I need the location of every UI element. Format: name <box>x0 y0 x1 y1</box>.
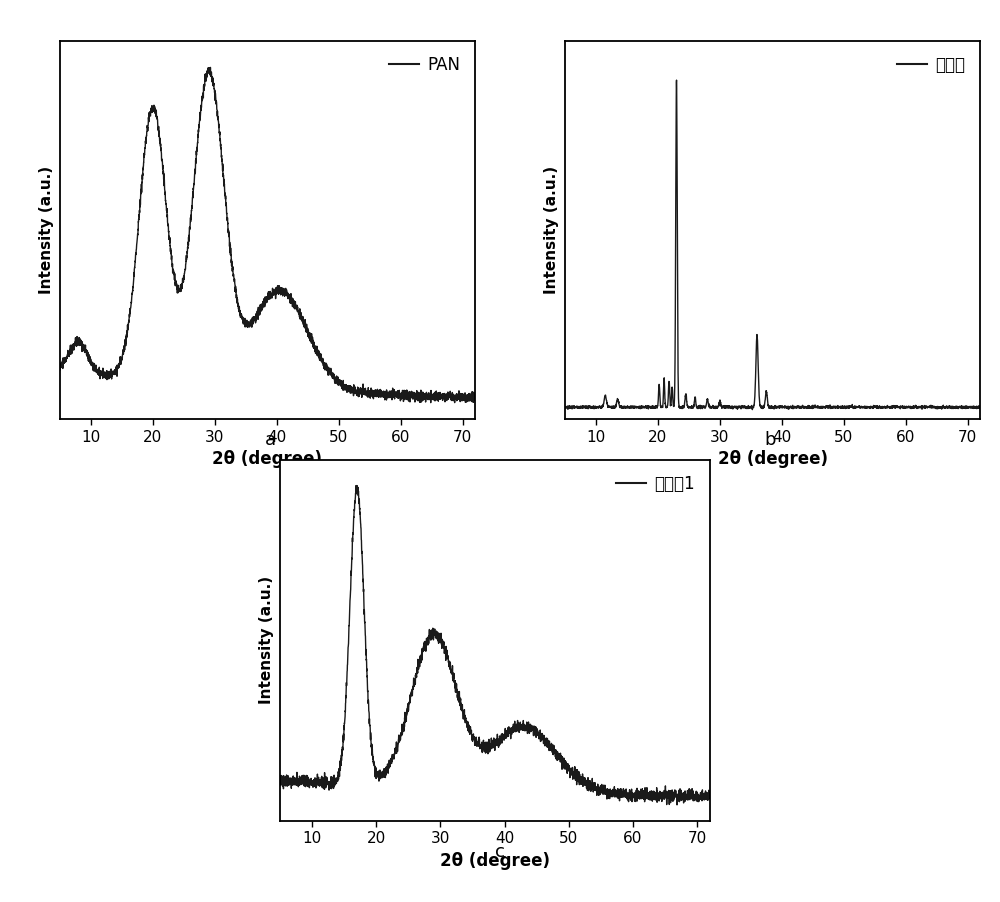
Y-axis label: Intensity (a.u.): Intensity (a.u.) <box>259 576 274 704</box>
Y-axis label: Intensity (a.u.): Intensity (a.u.) <box>544 166 559 294</box>
Legend: 乙烯脲: 乙烯脲 <box>890 49 972 80</box>
Text: b: b <box>764 431 776 449</box>
X-axis label: 2θ (degree): 2θ (degree) <box>212 450 322 468</box>
Text: c: c <box>495 843 505 861</box>
Legend: 实施例1: 实施例1 <box>609 468 702 500</box>
Y-axis label: Intensity (a.u.): Intensity (a.u.) <box>39 166 54 294</box>
Text: a: a <box>264 431 276 449</box>
X-axis label: 2θ (degree): 2θ (degree) <box>718 450 828 468</box>
X-axis label: 2θ (degree): 2θ (degree) <box>440 851 550 870</box>
Legend: PAN: PAN <box>382 49 467 80</box>
